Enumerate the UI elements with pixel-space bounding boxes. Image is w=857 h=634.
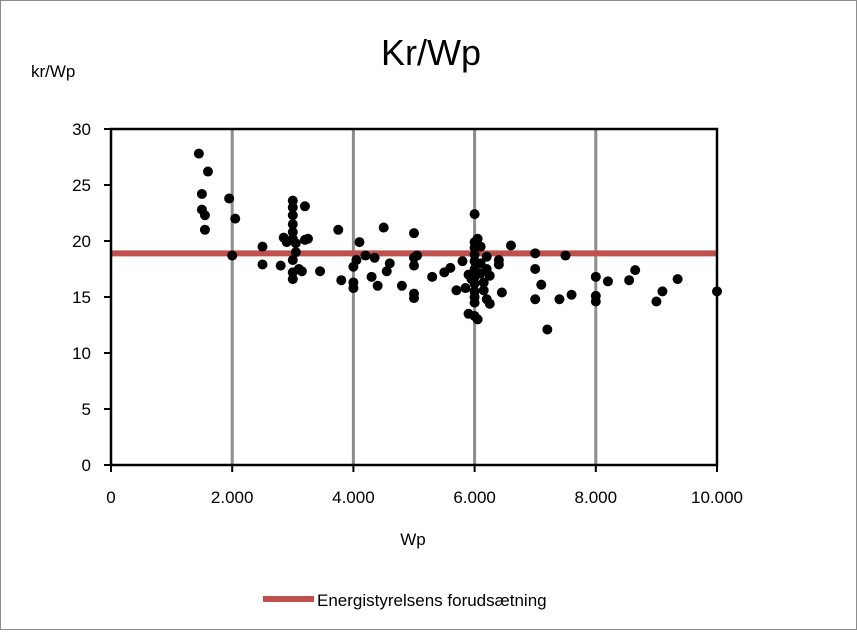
data-point <box>484 298 495 309</box>
y-tick-label: 15 <box>72 288 91 307</box>
data-point <box>469 209 480 220</box>
data-point <box>478 277 489 288</box>
data-point <box>196 188 207 199</box>
data-point <box>366 271 377 282</box>
data-point <box>530 294 541 305</box>
data-point <box>199 210 210 221</box>
data-point <box>409 260 419 271</box>
data-point <box>348 283 359 294</box>
data-point <box>351 255 362 266</box>
data-point <box>290 247 301 258</box>
data-point <box>336 275 347 286</box>
x-tick-label: 2.000 <box>211 488 254 507</box>
data-point <box>672 274 683 285</box>
data-point <box>590 296 601 307</box>
data-point <box>315 266 326 277</box>
data-point <box>472 314 483 325</box>
data-point <box>224 193 235 204</box>
data-point <box>381 266 392 277</box>
data-point <box>360 250 371 261</box>
data-point <box>290 238 301 249</box>
data-point <box>378 222 389 233</box>
x-tick-label: 10.000 <box>691 488 743 507</box>
data-point <box>287 202 298 213</box>
x-tick-label: 0 <box>106 488 115 507</box>
data-point <box>657 286 668 297</box>
data-point <box>333 224 344 235</box>
data-point <box>530 248 541 259</box>
data-point <box>287 274 298 285</box>
data-point <box>193 148 204 159</box>
data-point <box>484 270 495 281</box>
y-tick-label: 30 <box>72 120 91 139</box>
data-point <box>478 285 489 296</box>
data-point <box>542 324 553 335</box>
data-point <box>427 271 438 282</box>
data-point <box>396 280 407 291</box>
data-point <box>590 271 601 282</box>
data-point <box>469 297 480 308</box>
axes <box>104 127 719 472</box>
data-point <box>409 293 419 304</box>
data-point <box>560 250 571 261</box>
y-tick-label: 10 <box>72 344 91 363</box>
data-point <box>354 237 365 248</box>
legend: Energistyrelsens forudsætning <box>263 591 547 610</box>
data-point <box>624 275 635 286</box>
data-point <box>460 283 471 294</box>
data-point <box>505 240 516 251</box>
data-point <box>299 201 310 212</box>
chart-title: Kr/Wp <box>381 32 481 73</box>
data-point <box>257 241 268 252</box>
data-point <box>493 255 504 266</box>
x-axis-title: Wp <box>400 530 426 549</box>
data-point <box>409 228 419 239</box>
data-point <box>530 264 541 274</box>
data-point <box>630 265 641 276</box>
legend-label: Energistyrelsens forudsætning <box>317 591 547 610</box>
data-point <box>475 241 486 252</box>
data-point <box>287 219 298 230</box>
data-point <box>451 285 462 296</box>
data-point <box>257 259 268 270</box>
data-point <box>369 252 380 263</box>
data-point <box>230 213 241 224</box>
x-tick-labels: 0 2.000 4.000 6.000 8.000 10.000 <box>106 488 743 507</box>
data-point <box>496 287 507 298</box>
y-tick-label: 0 <box>82 456 91 475</box>
data-point <box>384 258 395 269</box>
data-point <box>554 294 565 305</box>
y-tick-labels: 0 5 10 15 20 25 30 <box>72 120 91 475</box>
x-tick-label: 8.000 <box>575 488 618 507</box>
data-point <box>296 266 307 277</box>
x-tick-label: 6.000 <box>453 488 496 507</box>
data-point <box>287 210 298 221</box>
data-point <box>302 233 313 244</box>
data-point <box>227 250 238 261</box>
data-point <box>445 262 456 273</box>
data-point <box>287 255 298 266</box>
data-point <box>372 280 383 291</box>
data-point <box>412 250 423 261</box>
y-tick-label: 5 <box>82 400 91 419</box>
data-point <box>481 251 492 262</box>
data-point <box>536 279 547 290</box>
y-tick-label: 25 <box>72 176 91 195</box>
data-point <box>602 276 613 287</box>
x-tick-label: 4.000 <box>332 488 375 507</box>
data-point <box>199 224 210 235</box>
data-point <box>275 260 286 271</box>
data-point <box>469 278 480 289</box>
data-points <box>193 148 722 335</box>
data-point <box>202 166 213 177</box>
y-tick-label: 20 <box>72 232 91 251</box>
y-axis-title: kr/Wp <box>31 62 75 81</box>
data-point <box>457 256 468 267</box>
data-point <box>472 233 483 244</box>
data-point <box>566 289 577 300</box>
data-point <box>651 296 662 307</box>
